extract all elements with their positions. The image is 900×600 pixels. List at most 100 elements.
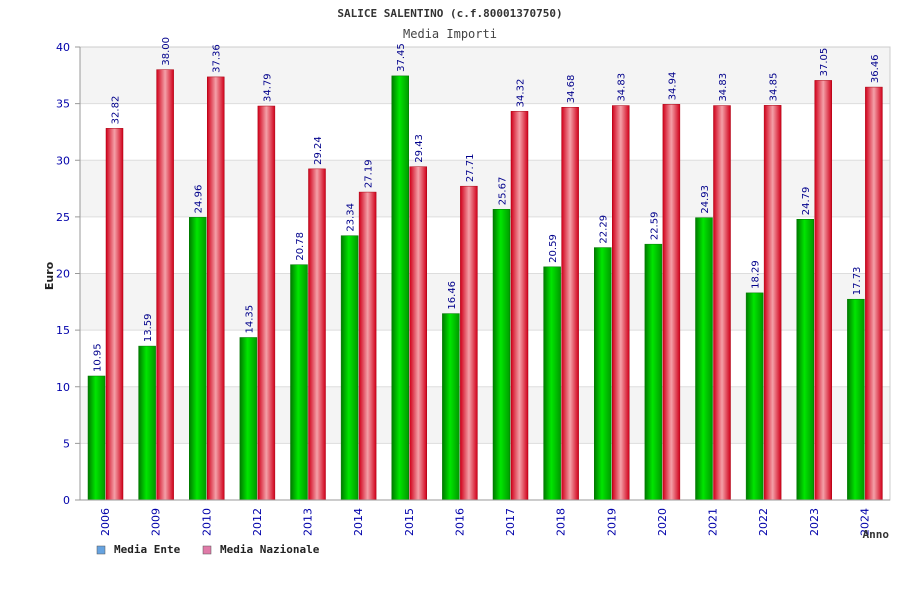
bar-media-nazionale — [105, 128, 124, 501]
bar-media-nazionale — [865, 86, 883, 501]
bar-media-nazionale — [409, 166, 427, 501]
bar-value-label: 24.96 — [194, 185, 205, 214]
x-tick-label: 2021 — [707, 508, 720, 536]
y-axis: 0 5 10 15 20 25 30 35 40 — [56, 41, 81, 507]
legend-label-media-nazionale: Media Nazionale — [220, 543, 320, 556]
bar-media-ente — [239, 337, 258, 501]
legend-swatch-media-ente — [96, 545, 106, 555]
bar-media-ente — [644, 243, 663, 501]
x-axis-label: Anno — [863, 528, 890, 541]
bar-media-nazionale — [308, 168, 326, 501]
bar-media-ente — [745, 292, 764, 501]
bar-value-label: 34.83 — [718, 73, 729, 102]
y-tick-label: 25 — [56, 211, 70, 224]
bar-value-label: 18.29 — [751, 260, 762, 289]
y-tick-label: 10 — [56, 381, 70, 394]
bar-value-label: 14.35 — [244, 305, 255, 334]
bar-value-label: 27.19 — [364, 159, 375, 188]
bar-value-label: 34.94 — [667, 72, 678, 101]
bar-media-ente — [290, 264, 308, 501]
chart-title: SALICE SALENTINO (c.f.80001370750) — [337, 7, 562, 20]
bar-value-label: 10.95 — [93, 343, 104, 372]
bar-media-nazionale — [156, 69, 174, 501]
bar-value-label: 34.68 — [566, 75, 577, 104]
bar-value-label: 37.05 — [819, 48, 830, 77]
chart-subtitle: Media Importi — [403, 27, 497, 41]
bar-media-nazionale — [713, 105, 731, 501]
bar-media-ente — [594, 247, 612, 501]
bar-value-label: 27.71 — [465, 154, 476, 183]
bar-media-ente — [391, 75, 409, 501]
x-tick-label: 2024 — [858, 508, 871, 536]
bar-value-label: 36.46 — [870, 54, 881, 83]
bar-media-ente — [543, 266, 561, 501]
bar-media-nazionale — [207, 76, 225, 501]
bar-media-nazionale — [662, 104, 681, 501]
bars — [87, 69, 883, 501]
x-tick-label: 2023 — [808, 508, 821, 536]
bar-media-ente — [87, 375, 106, 501]
bar-media-nazionale — [358, 191, 377, 501]
bar-value-label: 34.79 — [262, 73, 273, 102]
y-tick-label: 20 — [56, 268, 70, 281]
x-tick-label: 2010 — [200, 508, 213, 536]
x-tick-label: 2017 — [504, 508, 517, 536]
bar-media-nazionale — [460, 185, 478, 501]
bar-media-ente — [189, 217, 207, 501]
x-tick-label: 2016 — [453, 508, 466, 536]
bar-value-label: 13.59 — [143, 313, 154, 342]
legend: Media Ente Media Nazionale — [96, 543, 320, 556]
x-tick-label: 2015 — [403, 508, 416, 536]
bar-media-ente — [796, 219, 814, 501]
y-tick-label: 15 — [56, 324, 70, 337]
x-tick-label: 2013 — [302, 508, 315, 536]
bar-value-label: 22.59 — [649, 212, 660, 241]
bar-media-nazionale — [612, 105, 630, 501]
bar-value-label: 20.78 — [295, 232, 306, 261]
bar-value-label: 24.79 — [801, 187, 812, 216]
x-tick-label: 2014 — [352, 508, 365, 536]
bar-media-ente — [492, 209, 511, 501]
legend-label-media-ente: Media Ente — [114, 543, 181, 556]
bar-value-label: 22.29 — [599, 215, 610, 244]
bar-labels: 10.95 32.82 13.59 38.00 24.96 37.36 14.35 34.79… — [93, 37, 881, 372]
bar-value-label: 23.34 — [346, 203, 357, 232]
bar-value-label: 34.83 — [617, 73, 628, 102]
bar-media-ente — [442, 313, 460, 501]
bar-value-label: 29.24 — [313, 136, 324, 165]
bar-value-label: 29.43 — [414, 134, 425, 163]
bar-media-ente — [138, 345, 156, 501]
x-tick-label: 2012 — [251, 508, 264, 536]
bar-value-label: 17.73 — [852, 267, 863, 296]
bar-media-ente — [695, 217, 713, 501]
y-tick-label: 35 — [56, 98, 70, 111]
bar-value-label: 16.46 — [447, 281, 458, 310]
bar-media-ente — [340, 235, 359, 501]
legend-swatch-media-nazionale — [202, 545, 212, 555]
bar-media-nazionale — [763, 105, 782, 501]
x-tick-label: 2018 — [555, 508, 568, 536]
x-tick-label: 2009 — [150, 508, 163, 536]
y-axis-label: Euro — [43, 261, 56, 290]
y-tick-label: 40 — [56, 41, 70, 54]
bar-media-nazionale — [814, 80, 832, 501]
x-tick-label: 2022 — [757, 508, 770, 536]
y-tick-label: 0 — [63, 494, 70, 507]
bar-value-label: 24.93 — [700, 185, 711, 214]
bar-value-label: 20.59 — [548, 234, 559, 263]
x-axis: 2006 2009 2010 2012 2013 2014 2015 2016 2017 2018… — [80, 499, 890, 536]
bar-value-label: 32.82 — [111, 96, 122, 125]
bar-media-nazionale — [257, 105, 276, 501]
bar-media-ente — [847, 298, 865, 501]
bar-value-label: 37.36 — [212, 44, 223, 73]
bar-value-label: 34.85 — [769, 73, 780, 102]
bar-value-label: 37.45 — [396, 43, 407, 72]
bar-media-nazionale — [510, 111, 529, 501]
x-tick-label: 2020 — [656, 508, 669, 536]
x-tick-label: 2006 — [99, 508, 112, 536]
bar-value-label: 38.00 — [161, 37, 172, 66]
y-tick-label: 30 — [56, 154, 70, 167]
y-tick-label: 5 — [63, 437, 70, 450]
bar-value-label: 25.67 — [498, 177, 509, 206]
